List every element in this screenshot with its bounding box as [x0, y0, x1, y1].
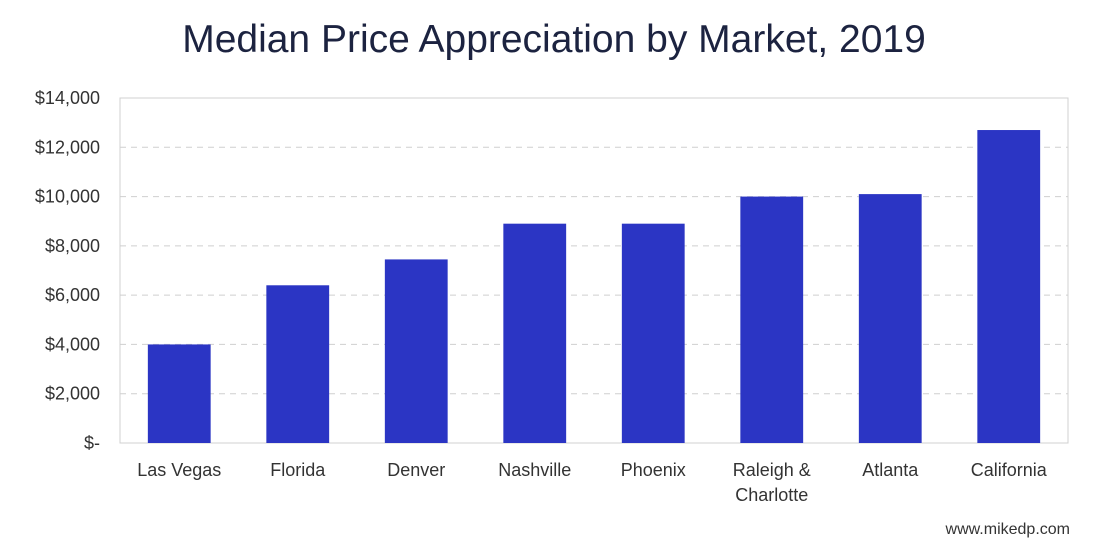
y-tick-label: $6,000 — [45, 285, 100, 305]
y-tick-label: $14,000 — [35, 88, 100, 108]
x-tick-label: Las Vegas — [137, 460, 221, 480]
y-tick-label: $4,000 — [45, 334, 100, 354]
bar — [977, 130, 1041, 444]
bar — [621, 223, 685, 443]
plot-frame — [119, 97, 1069, 444]
x-tick-label: Phoenix — [621, 460, 686, 480]
y-tick-label: $10,000 — [35, 187, 100, 207]
x-tick-label: Raleigh & Charlotte — [733, 460, 811, 505]
x-tick-label: California — [971, 460, 1048, 480]
bar — [147, 344, 211, 443]
x-tick-label: Nashville — [498, 460, 571, 480]
bar — [384, 259, 448, 443]
plot-area-frame — [119, 97, 1069, 444]
bar — [740, 196, 804, 443]
gridlines — [120, 146, 1068, 395]
watermark: www.mikedp.com — [945, 521, 1070, 538]
y-tick-label: $- — [84, 433, 100, 453]
y-tick-label: $8,000 — [45, 236, 100, 256]
x-tick-label: Florida — [270, 460, 326, 480]
y-axis-ticks: $- $2,000 $4,000 $6,000 $8,000 $10,000 $12,000… — [35, 88, 100, 453]
y-tick-label: $12,000 — [35, 137, 100, 157]
bar — [266, 285, 330, 443]
y-tick-label: $2,000 — [45, 384, 100, 404]
chart-title: Median Price Appreciation by Market, 201… — [182, 18, 926, 61]
bar — [503, 223, 567, 443]
x-axis-ticks: Las Vegas Florida Denver Nashville Phoenix Ra… — [137, 460, 1048, 505]
bar — [858, 194, 922, 443]
bars — [147, 130, 1041, 444]
x-tick-label: Atlanta — [862, 460, 919, 480]
x-tick-label: Denver — [387, 460, 445, 480]
